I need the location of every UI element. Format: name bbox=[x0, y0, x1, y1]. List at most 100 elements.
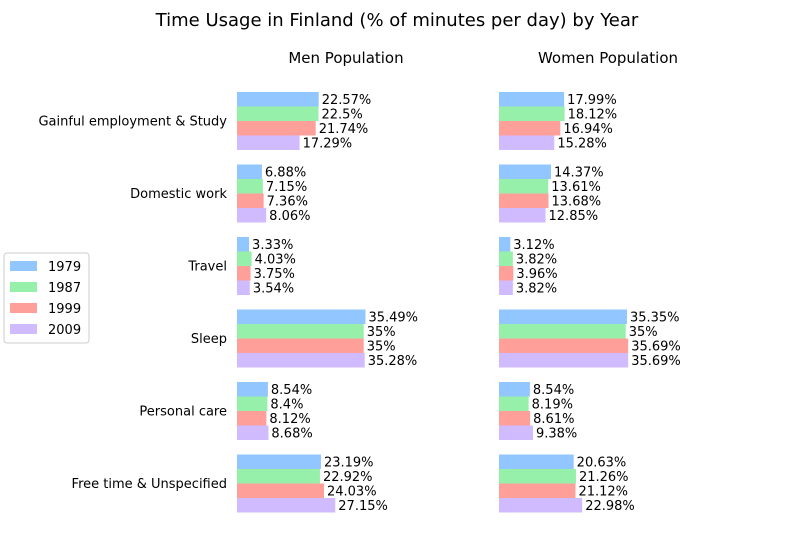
bar bbox=[499, 164, 552, 179]
data-label: 35.49% bbox=[368, 310, 418, 325]
bar bbox=[237, 309, 366, 324]
data-label: 15.28% bbox=[557, 136, 607, 151]
data-label: 7.36% bbox=[267, 194, 308, 209]
bar bbox=[237, 353, 365, 368]
bar bbox=[499, 135, 555, 150]
category-label: Personal care bbox=[139, 405, 227, 420]
bar bbox=[237, 251, 252, 266]
chart-title: Time Usage in Finland (% of minutes per … bbox=[155, 10, 639, 31]
bar bbox=[237, 121, 316, 136]
legend-label: 2009 bbox=[48, 323, 81, 338]
data-label: 13.68% bbox=[552, 194, 602, 209]
data-label: 8.54% bbox=[533, 383, 574, 398]
data-label: 8.06% bbox=[269, 209, 310, 224]
data-label: 3.12% bbox=[513, 238, 554, 253]
bar bbox=[237, 396, 268, 411]
data-label: 3.82% bbox=[516, 281, 557, 296]
bar bbox=[499, 251, 513, 266]
bar bbox=[499, 280, 513, 295]
panel-title-men: Men Population bbox=[288, 49, 403, 67]
data-label: 18.12% bbox=[568, 107, 618, 122]
bar bbox=[499, 396, 529, 411]
bar bbox=[237, 164, 262, 179]
legend-label: 1979 bbox=[48, 260, 81, 275]
category-label: Travel bbox=[187, 260, 227, 275]
bar bbox=[499, 208, 546, 223]
data-label: 6.88% bbox=[265, 165, 306, 180]
data-label: 13.61% bbox=[551, 180, 601, 195]
data-label: 35% bbox=[629, 325, 658, 340]
bar bbox=[499, 338, 629, 353]
legend: 1979 1987 1999 2009 bbox=[3, 252, 90, 344]
legend-label: 1999 bbox=[48, 302, 81, 317]
bar bbox=[237, 498, 336, 513]
legend-swatch bbox=[10, 303, 37, 313]
data-label: 3.75% bbox=[254, 267, 295, 282]
data-label: 9.38% bbox=[536, 426, 577, 441]
panel-women: 17.99% 14.37% 3.12% 35.35% 8.54% 20.63% 18.12%… bbox=[499, 92, 681, 514]
bar bbox=[499, 454, 574, 469]
data-label: 35% bbox=[367, 339, 396, 354]
bar bbox=[499, 106, 565, 121]
bar bbox=[237, 92, 319, 107]
data-label: 35.35% bbox=[630, 310, 680, 325]
bar bbox=[499, 382, 530, 397]
bar bbox=[237, 208, 267, 223]
data-label: 7.15% bbox=[266, 180, 307, 195]
bar bbox=[237, 135, 300, 150]
data-label: 8.61% bbox=[533, 412, 574, 427]
data-label: 35.28% bbox=[368, 354, 418, 369]
data-label: 21.74% bbox=[319, 122, 369, 137]
bar bbox=[237, 266, 251, 281]
bar bbox=[499, 324, 626, 339]
data-label: 8.19% bbox=[532, 397, 573, 412]
data-label: 20.63% bbox=[577, 455, 627, 470]
data-label: 8.54% bbox=[271, 383, 312, 398]
bar bbox=[499, 309, 627, 324]
data-label: 23.19% bbox=[324, 455, 374, 470]
bar bbox=[499, 425, 533, 440]
bar bbox=[499, 498, 583, 513]
data-label: 3.82% bbox=[516, 252, 557, 267]
bar bbox=[237, 324, 364, 339]
data-label: 14.37% bbox=[554, 165, 604, 180]
bar bbox=[499, 266, 514, 281]
legend-swatch bbox=[10, 261, 37, 271]
bar bbox=[499, 179, 549, 194]
data-label: 27.15% bbox=[338, 499, 388, 514]
data-label: 12.85% bbox=[549, 209, 599, 224]
data-label: 16.94% bbox=[563, 122, 613, 137]
data-label: 21.12% bbox=[578, 484, 628, 499]
data-label: 4.03% bbox=[255, 252, 296, 267]
panel-men: 22.57% 6.88% 3.33% 35.49% 8.54% 23.19% 22.5% 7.… bbox=[237, 92, 418, 514]
data-label: 17.99% bbox=[567, 93, 617, 108]
data-label: 3.96% bbox=[516, 267, 557, 282]
bar bbox=[499, 483, 576, 498]
bar bbox=[237, 454, 321, 469]
bar bbox=[237, 179, 263, 194]
data-label: 22.92% bbox=[323, 470, 373, 485]
data-label: 17.29% bbox=[303, 136, 353, 151]
bar bbox=[237, 382, 268, 397]
data-label: 35% bbox=[367, 325, 396, 340]
data-label: 8.4% bbox=[270, 397, 303, 412]
panel-title-women: Women Population bbox=[538, 49, 678, 67]
data-label: 3.33% bbox=[252, 238, 293, 253]
data-label: 24.03% bbox=[327, 484, 377, 499]
data-label: 35.69% bbox=[631, 339, 681, 354]
data-label: 22.5% bbox=[321, 107, 362, 122]
bar bbox=[237, 411, 267, 426]
category-label: Domestic work bbox=[130, 187, 227, 202]
bar bbox=[237, 106, 319, 121]
bar bbox=[237, 425, 269, 440]
bar bbox=[237, 483, 324, 498]
bar bbox=[499, 411, 531, 426]
category-label: Gainful employment & Study bbox=[38, 115, 227, 130]
data-label: 35.69% bbox=[631, 354, 681, 369]
bar bbox=[499, 237, 511, 252]
category-label: Sleep bbox=[191, 332, 227, 347]
legend-swatch bbox=[10, 324, 37, 334]
bar bbox=[237, 469, 320, 484]
data-label: 8.68% bbox=[271, 426, 312, 441]
